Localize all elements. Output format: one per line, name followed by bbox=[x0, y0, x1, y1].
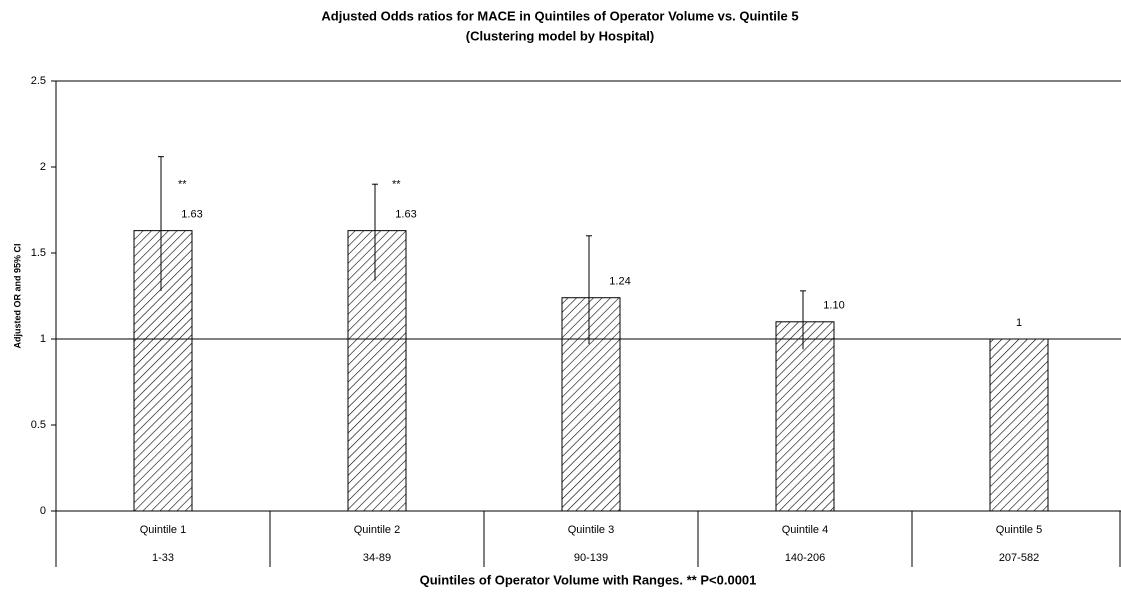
y-tick-label: 2 bbox=[40, 161, 46, 173]
y-tick-label: 2.5 bbox=[31, 75, 46, 87]
range-label: 140-206 bbox=[785, 552, 825, 564]
x-tick-label: Quintile 5 bbox=[996, 524, 1042, 536]
bar bbox=[561, 297, 621, 512]
value-label: 1 bbox=[1016, 317, 1022, 329]
y-tick-label: 0.5 bbox=[31, 419, 46, 431]
x-axis-title: Quintiles of Operator Volume with Ranges… bbox=[420, 572, 757, 587]
value-label: 1.10 bbox=[823, 300, 844, 312]
y-tick-label: 1 bbox=[40, 333, 46, 345]
y-tick-label: 1.5 bbox=[31, 247, 46, 259]
chart-subtitle: (Clustering model by Hospital) bbox=[466, 28, 655, 43]
x-tick-label: Quintile 3 bbox=[568, 524, 614, 536]
y-axis-title: Adjusted OR and 95% CI bbox=[12, 243, 22, 348]
value-label: 1.24 bbox=[609, 276, 630, 288]
range-label: 34-89 bbox=[363, 552, 391, 564]
range-label: 1-33 bbox=[152, 552, 174, 564]
value-label: 1.63 bbox=[181, 209, 202, 221]
bar bbox=[775, 321, 835, 512]
range-label: 207-582 bbox=[999, 552, 1039, 564]
x-tick-label: Quintile 2 bbox=[354, 524, 400, 536]
x-tick-label: Quintile 4 bbox=[782, 524, 828, 536]
y-tick-label: 0 bbox=[40, 505, 46, 517]
range-label: 90-139 bbox=[574, 552, 608, 564]
x-tick-label: Quintile 1 bbox=[140, 524, 186, 536]
significance-mark: ** bbox=[392, 179, 401, 191]
significance-mark: ** bbox=[178, 179, 187, 191]
bar bbox=[989, 338, 1049, 512]
value-label: 1.63 bbox=[395, 209, 416, 221]
chart-title: Adjusted Odds ratios for MACE in Quintil… bbox=[321, 8, 798, 23]
bar bbox=[347, 230, 407, 512]
bar bbox=[133, 230, 193, 512]
